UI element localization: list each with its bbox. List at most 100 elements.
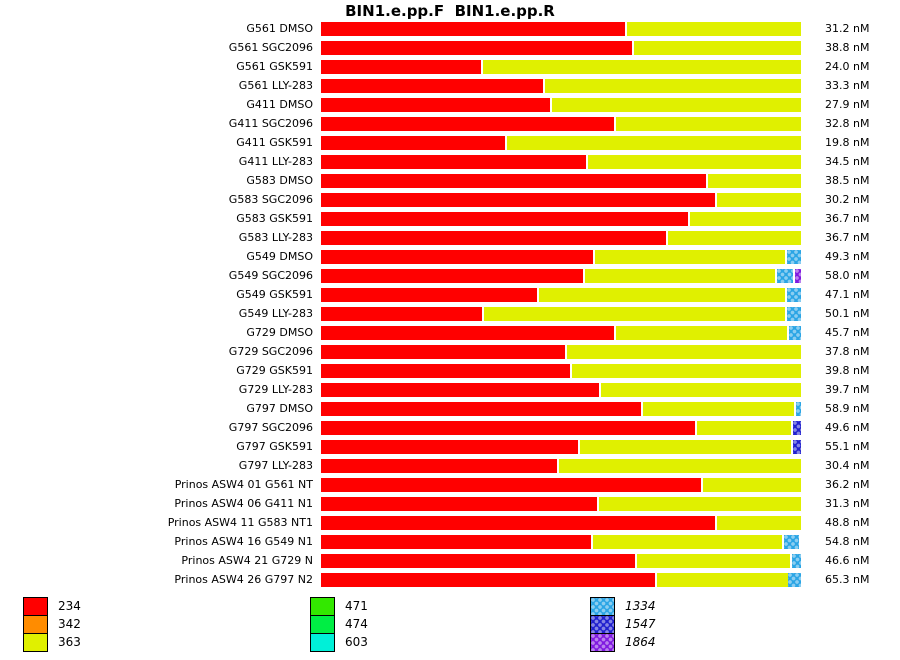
bar-segment-1334 — [787, 250, 801, 264]
row-label: G797 SGC2096 — [228, 421, 313, 434]
row-value: 32.8 nM — [825, 117, 870, 130]
row-value: 30.2 nM — [825, 193, 870, 206]
bar-track — [321, 155, 801, 169]
bar-segment-234 — [321, 79, 544, 93]
bar-track — [321, 250, 801, 264]
legend-label: 363 — [58, 635, 81, 649]
bar-rows: G561 DMSO 31.2 nM G561 SGC2096 38.8 nM G561 … — [0, 22, 869, 592]
bar-segment-234 — [321, 459, 558, 473]
bar-segment-363 — [538, 288, 786, 302]
row-value: 38.8 nM — [825, 41, 870, 54]
bar-track — [321, 117, 801, 131]
legend-column: 471 474 603 — [310, 597, 368, 652]
bar-segment-363 — [559, 459, 801, 473]
legend-item-234: 234 — [23, 597, 81, 616]
bar-segment-363 — [633, 41, 801, 55]
row-label: G729 DMSO — [246, 326, 313, 339]
bar-segment-234 — [321, 117, 615, 131]
row-value: 31.3 nM — [825, 497, 870, 510]
chart-row: G583 LLY-283 36.7 nM — [0, 231, 869, 250]
bar-segment-363 — [585, 269, 776, 283]
bar-segment-363 — [616, 117, 801, 131]
bar-segment-234 — [321, 98, 550, 112]
row-value: 31.2 nM — [825, 22, 870, 35]
bar-segment-234 — [321, 478, 702, 492]
chart-row: G583 GSK591 36.7 nM — [0, 212, 869, 231]
bar-track — [321, 307, 801, 321]
chart-row: G729 SGC2096 37.8 nM — [0, 345, 869, 364]
bar-segment-234 — [321, 345, 566, 359]
chart-row: Prinos ASW4 11 G583 NT1 48.8 nM — [0, 516, 869, 535]
row-value: 58.0 nM — [825, 269, 870, 282]
bar-segment-363 — [567, 345, 801, 359]
bar-segment-363 — [690, 212, 801, 226]
bar-segment-234 — [321, 421, 695, 435]
bar-segment-234 — [321, 307, 483, 321]
bar-segment-363 — [636, 554, 791, 568]
chart-row: G411 GSK591 19.8 nM — [0, 136, 869, 155]
bar-segment-363 — [507, 136, 801, 150]
legend-label: 471 — [345, 599, 368, 613]
chart-row: G561 DMSO 31.2 nM — [0, 22, 869, 41]
bar-track — [321, 573, 801, 587]
row-label: G729 LLY-283 — [238, 383, 313, 396]
bar-segment-1334 — [788, 573, 801, 587]
legend-item-342: 342 — [23, 615, 81, 634]
legend-column: 234 342 363 — [23, 597, 81, 652]
legend-swatch-363 — [23, 633, 48, 652]
row-label: G549 LLY-283 — [238, 307, 313, 320]
legend-swatch-342 — [23, 615, 48, 634]
bar-segment-363 — [696, 421, 791, 435]
row-value: 39.8 nM — [825, 364, 870, 377]
bar-segment-1334 — [787, 288, 801, 302]
bar-track — [321, 193, 801, 207]
row-label: G411 DMSO — [246, 98, 313, 111]
row-label: G561 GSK591 — [236, 60, 313, 73]
chart-row: G561 LLY-283 33.3 nM — [0, 79, 869, 98]
legend-item-1547: 1547 — [590, 615, 656, 634]
bar-segment-363 — [717, 516, 801, 530]
bar-track — [321, 269, 801, 283]
bar-segment-234 — [321, 516, 716, 530]
bar-segment-1334 — [777, 269, 793, 283]
row-label: G797 DMSO — [246, 402, 313, 415]
bar-segment-363 — [657, 573, 788, 587]
chart-row: G411 SGC2096 32.8 nM — [0, 117, 869, 136]
legend: 234 342 363 471 474 603 1334 1547 1864 — [0, 597, 900, 659]
legend-item-603: 603 — [310, 633, 368, 652]
legend-label: 1864 — [625, 635, 656, 649]
bar-segment-234 — [321, 174, 706, 188]
row-label: G411 SGC2096 — [228, 117, 313, 130]
legend-label: 1547 — [625, 617, 656, 631]
row-label: Prinos ASW4 06 G411 N1 — [174, 497, 313, 510]
bar-segment-234 — [321, 269, 584, 283]
bar-track — [321, 459, 801, 473]
chart-row: G729 DMSO 45.7 nM — [0, 326, 869, 345]
row-value: 30.4 nM — [825, 459, 870, 472]
chart-row: G797 GSK591 55.1 nM — [0, 440, 869, 459]
bar-segment-363 — [593, 535, 783, 549]
row-value: 48.8 nM — [825, 516, 870, 529]
row-value: 54.8 nM — [825, 535, 870, 548]
legend-column: 1334 1547 1864 — [590, 597, 656, 652]
row-label: G583 SGC2096 — [228, 193, 313, 206]
row-label: Prinos ASW4 01 G561 NT — [174, 478, 313, 491]
bar-segment-363 — [587, 155, 801, 169]
bar-segment-234 — [321, 136, 506, 150]
bar-segment-1334 — [796, 402, 801, 416]
row-value: 65.3 nM — [825, 573, 870, 586]
bar-track — [321, 174, 801, 188]
row-label: G411 GSK591 — [236, 136, 313, 149]
legend-item-1864: 1864 — [590, 633, 656, 652]
chart-row: G797 LLY-283 30.4 nM — [0, 459, 869, 478]
bar-segment-363 — [572, 364, 801, 378]
bar-segment-234 — [321, 212, 689, 226]
bar-segment-363 — [484, 307, 786, 321]
row-label: G561 SGC2096 — [228, 41, 313, 54]
bar-track — [321, 345, 801, 359]
bar-segment-234 — [321, 554, 635, 568]
bar-segment-1334 — [784, 535, 800, 549]
bar-segment-234 — [321, 326, 615, 340]
legend-item-474: 474 — [310, 615, 368, 634]
